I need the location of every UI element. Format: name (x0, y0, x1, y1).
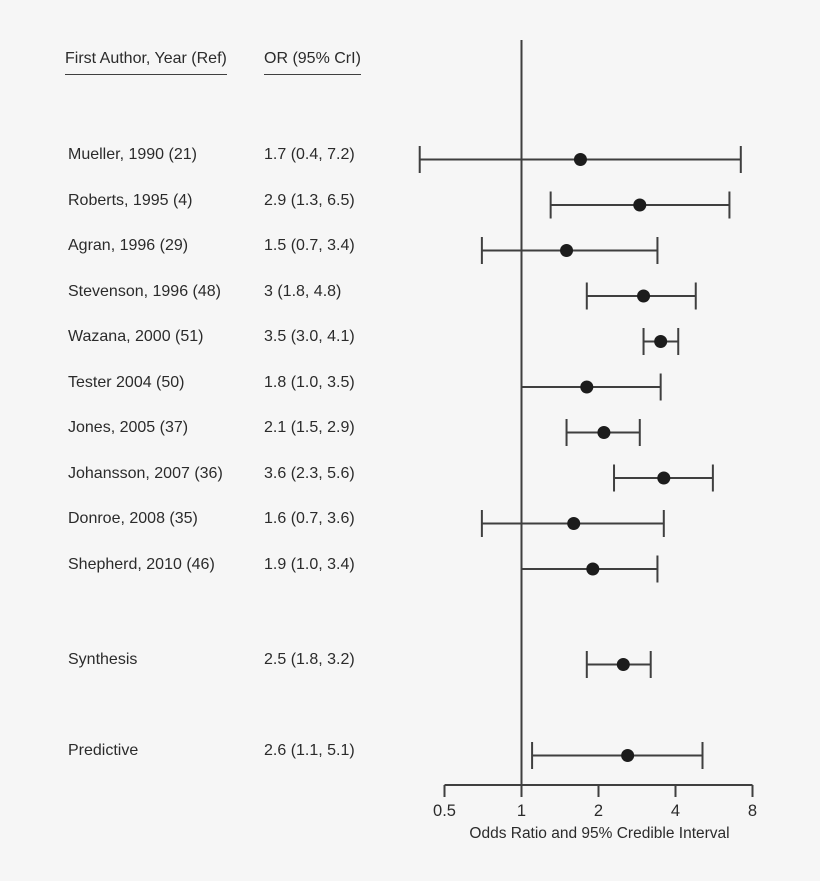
point-estimate-dot (637, 289, 651, 303)
row-label: Donroe, 2008 (35) (68, 510, 198, 527)
row-or-value: 1.6 (0.7, 3.6) (264, 510, 355, 527)
row-or-value: 1.5 (0.7, 3.4) (264, 237, 355, 254)
point-estimate-dot (567, 517, 581, 530)
row-label: Synthesis (68, 651, 138, 668)
row-or-value: 3.5 (3.0, 4.1) (264, 328, 355, 345)
row-label: Shepherd, 2010 (46) (68, 555, 215, 573)
row-label: Johansson, 2007 (36) (68, 464, 223, 482)
x-axis-tick-label: 2 (594, 802, 603, 820)
row-or-value: 2.5 (1.8, 3.2) (264, 651, 355, 668)
row-or-value: 2.9 (1.3, 6.5) (264, 191, 355, 209)
point-estimate-dot (616, 658, 630, 671)
x-axis-tick-label: 4 (671, 802, 680, 820)
point-estimate-dot (654, 335, 668, 348)
row-label: Predictive (68, 742, 139, 759)
row-or-value: 2.1 (1.5, 2.9) (264, 419, 355, 436)
point-estimate-dot (580, 380, 594, 394)
point-estimate-dot (560, 244, 574, 257)
x-axis-caption: Odds Ratio and 95% Credible Interval (469, 825, 729, 842)
point-estimate-dot (657, 471, 671, 485)
row-label: Mueller, 1990 (21) (68, 146, 197, 163)
row-label: Stevenson, 1996 (48) (68, 282, 221, 300)
x-axis-tick-label: 0.5 (433, 802, 456, 820)
row-or-value: 2.6 (1.1, 5.1) (264, 742, 355, 759)
x-axis-tick-label: 8 (748, 802, 757, 820)
point-estimate-dot (573, 153, 587, 166)
row-or-value: 1.7 (0.4, 7.2) (264, 146, 355, 163)
row-label: Wazana, 2000 (51) (68, 328, 204, 345)
x-axis-tick-label: 1 (517, 802, 526, 820)
row-or-value: 3 (1.8, 4.8) (264, 282, 342, 300)
point-estimate-dot (597, 426, 611, 439)
column-header-or: OR (95% CrI) (264, 50, 361, 75)
row-or-value: 3.6 (2.3, 5.6) (264, 464, 355, 482)
point-estimate-dot (586, 562, 600, 576)
row-label: Tester 2004 (50) (68, 373, 185, 391)
point-estimate-dot (633, 198, 647, 212)
row-or-value: 1.9 (1.0, 3.4) (264, 555, 355, 573)
row-label: Agran, 1996 (29) (68, 237, 189, 254)
column-header-author: First Author, Year (Ref) (65, 50, 227, 75)
row-label: Jones, 2005 (37) (68, 419, 189, 436)
row-label: Roberts, 1995 (4) (68, 191, 193, 209)
point-estimate-dot (621, 749, 635, 762)
row-or-value: 1.8 (1.0, 3.5) (264, 373, 355, 391)
